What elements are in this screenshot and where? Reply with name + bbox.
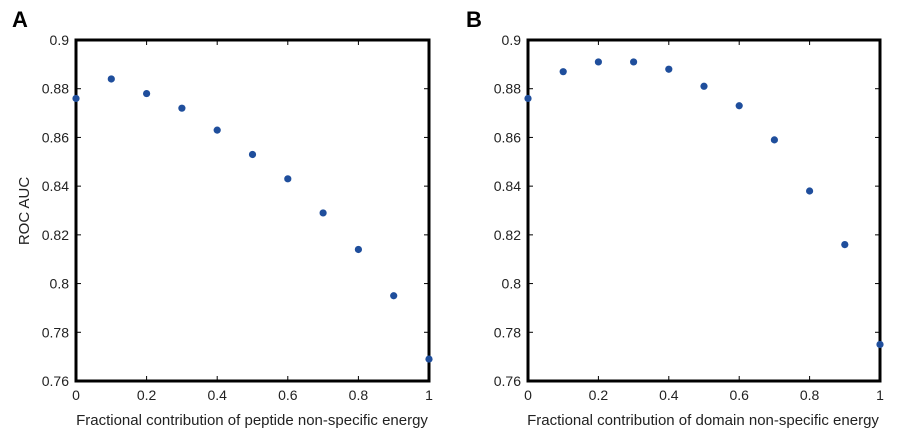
panel-a-y-tick-label: 0.78 [42, 324, 69, 340]
panel-b-y-ticks: 0.76 0.78 0.8 0.82 0.84 0.86 0.88 0.9 [494, 32, 880, 389]
panel-b-x-tick-label: 0.4 [659, 387, 679, 403]
panel-a-data-point [107, 75, 115, 83]
panel-a-x-tick-label: 0.2 [137, 387, 157, 403]
panel-a: A 0.76 0.78 0.8 0.82 0.84 0.86 0.88 0.9 0 0.2 0.4… [12, 7, 433, 429]
panel-b-label: B [466, 7, 482, 32]
panel-b-data-point [594, 58, 603, 66]
panel-a-y-axis-label: ROC AUC [16, 177, 33, 246]
panel-a-data-point [213, 126, 221, 134]
panel-a-data-point [248, 150, 257, 159]
panel-b-y-tick-label: 0.76 [494, 373, 521, 389]
panel-b-x-tick-label: 0.2 [589, 387, 609, 403]
panel-a-x-tick-label: 0.6 [278, 387, 298, 403]
panel-a-data-point [390, 292, 398, 300]
panel-b-y-tick-label: 0.86 [494, 129, 521, 145]
panel-b-data-point [524, 94, 532, 103]
panel-a-x-tick-label: 0.4 [207, 387, 227, 403]
panel-b-x-ticks: 0 0.2 0.4 0.6 0.8 1 [524, 40, 884, 403]
panel-b-data-point [770, 136, 779, 144]
panel-a-y-tick-label: 0.88 [42, 81, 69, 97]
panel-a-label: A [12, 7, 28, 32]
panel-b-data-point [700, 82, 708, 90]
panel-b-y-tick-label: 0.9 [502, 32, 522, 48]
panel-b: B 0.76 0.78 0.8 0.82 0.84 0.86 0.88 0.9 0 0.2 0.4… [466, 7, 884, 429]
panel-b-data-point [735, 102, 743, 110]
panel-a-y-tick-label: 0.8 [50, 276, 70, 292]
panel-b-y-tick-label: 0.84 [494, 178, 521, 194]
panel-b-data-point [559, 68, 567, 76]
panel-b-plot-frame [526, 38, 882, 383]
panel-b-y-tick-label: 0.8 [502, 276, 522, 292]
panel-b-data-point [876, 340, 884, 349]
panel-b-data-point [630, 58, 638, 66]
panel-a-y-tick-label: 0.86 [42, 129, 69, 145]
panel-a-y-tick-label: 0.82 [42, 227, 69, 243]
panel-a-y-tick-label: 0.9 [50, 32, 70, 48]
panel-b-y-tick-label: 0.88 [494, 81, 521, 97]
panel-a-data-point [284, 175, 292, 183]
panel-a-x-tick-label: 0.8 [349, 387, 369, 403]
panel-b-points [524, 58, 884, 349]
panel-a-points [72, 75, 433, 363]
panel-a-data-point [178, 104, 186, 112]
panel-a-y-tick-label: 0.84 [42, 178, 69, 194]
panel-b-y-tick-label: 0.78 [494, 324, 521, 340]
panel-b-x-tick-label: 0.6 [729, 387, 749, 403]
panel-b-data-point [665, 65, 673, 73]
panel-a-plot-frame [74, 38, 431, 383]
panel-b-data-point [806, 187, 814, 195]
panel-b-x-tick-label: 1 [876, 387, 884, 403]
panel-a-y-ticks: 0.76 0.78 0.8 0.82 0.84 0.86 0.88 0.9 [42, 32, 429, 389]
panel-a-data-point [425, 355, 433, 363]
panel-b-y-tick-label: 0.82 [494, 227, 521, 243]
panel-b-x-tick-label: 0.8 [800, 387, 820, 403]
panel-a-x-ticks: 0 0.2 0.4 0.6 0.8 1 [72, 40, 433, 403]
panel-a-x-tick-label: 1 [425, 387, 433, 403]
panel-b-x-tick-label: 0 [524, 387, 532, 403]
panel-a-x-axis-label: Fractional contribution of peptide non-s… [76, 412, 428, 429]
panel-a-x-tick-label: 0 [72, 387, 80, 403]
panel-a-data-point [354, 245, 362, 254]
panel-a-data-point [319, 209, 327, 217]
panel-a-data-point [72, 94, 80, 103]
panel-b-data-point [841, 241, 849, 249]
panel-b-x-axis-label: Fractional contribution of domain non-sp… [527, 412, 879, 429]
panel-a-data-point [143, 89, 151, 98]
panel-a-y-tick-label: 0.76 [42, 373, 69, 389]
